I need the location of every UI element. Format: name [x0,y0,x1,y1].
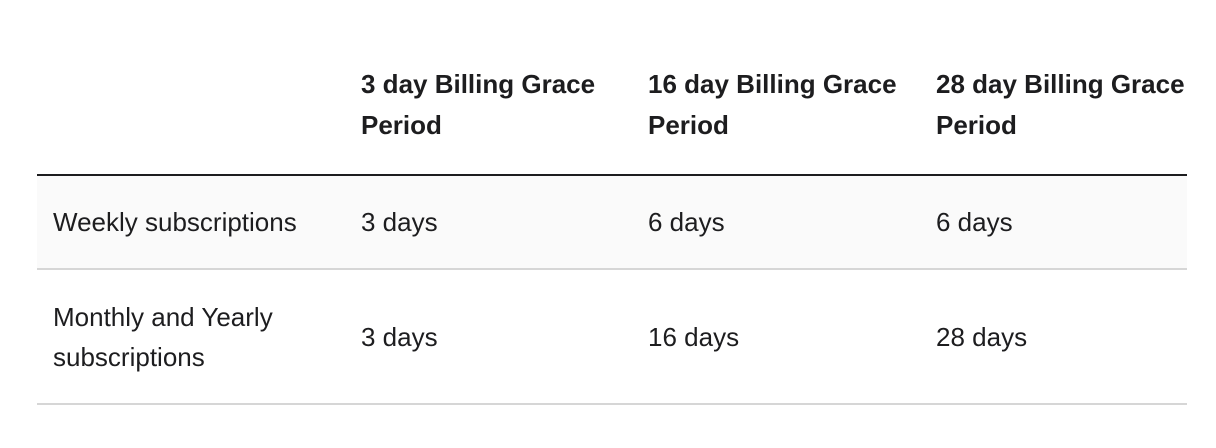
header-empty [37,56,361,175]
table-header-row: 3 day Billing Grace Period 16 day Billin… [37,56,1187,175]
row-label: Monthly and Yearly subscriptions [53,301,273,372]
cell: 16 days [648,321,740,352]
header-16-day: 16 day Billing Grace Period [648,69,897,140]
header-3-day: 3 day Billing Grace Period [361,69,596,140]
cell: 3 days [361,321,438,352]
table-row: Weekly subscriptions 3 days 6 days 6 day… [37,175,1187,269]
cell: 28 days [936,321,1028,352]
row-label: Weekly subscriptions [53,207,297,237]
cell: 6 days [648,207,725,237]
header-28-day: 28 day Billing Grace Period [936,69,1185,140]
cell: 3 days [361,207,438,237]
cell: 6 days [936,207,1013,237]
table-row: Monthly and Yearly subscriptions 3 days … [37,269,1187,404]
grace-period-table: 3 day Billing Grace Period 16 day Billin… [37,56,1187,405]
